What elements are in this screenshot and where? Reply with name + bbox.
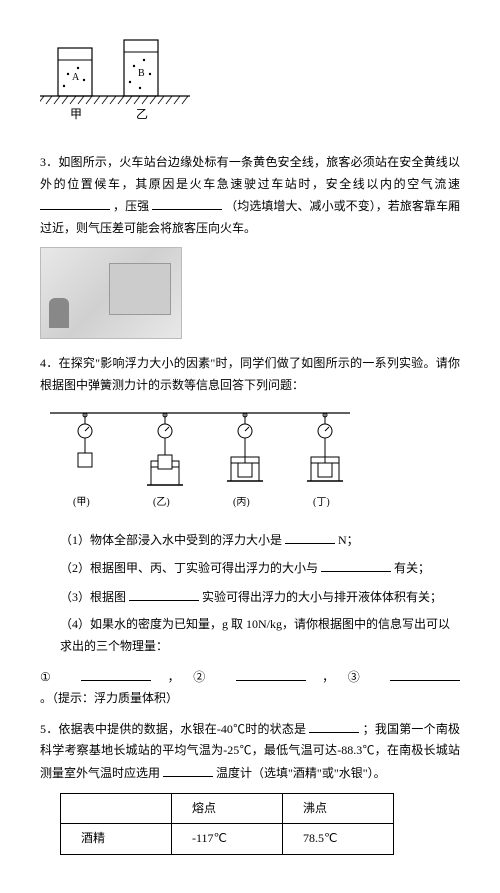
figure-two-containers: A B 甲 乙 (40, 38, 460, 138)
q4-sub2: （2）根据图甲、丙、丁实验可得出浮力的大小与 有关； (40, 557, 460, 580)
q4-s2-a: （2）根据图甲、丙、丁实验可得出浮力的大小与 (60, 561, 318, 575)
svg-text:(丙): (丙) (233, 497, 250, 508)
table-cell: -117℃ (172, 824, 283, 855)
q4-sub3: （3）根据图 实验可得出浮力的大小与排开液体体积有关； (40, 586, 460, 609)
q4-blank-4c[interactable] (390, 666, 460, 681)
q4-s3-b: 实验可得出浮力的大小与排开液体体积有关； (202, 590, 442, 604)
q4-s4-a: （4）如果水的密度为已知量，g 取 10N/kg，请你根据图中的信息写出可以求出… (60, 617, 450, 653)
question-4-intro: 4．在探究"影响浮力大小的因素"时，同学们做了如图所示的一系列实验。请你根据图中… (40, 353, 460, 396)
q4-blank-1[interactable] (285, 529, 335, 544)
base-label-left: 甲 (70, 107, 82, 121)
q4-sub4-items: ① ，② ，③ 。（提示：浮力质量体积） (40, 666, 460, 710)
q5-blank-2[interactable] (163, 762, 213, 777)
svg-text:(甲): (甲) (73, 497, 90, 508)
q4-item1-label: ① (40, 670, 64, 684)
q4-sub4: （4）如果水的密度为已知量，g 取 10N/kg，请你根据图中的信息写出可以求出… (40, 614, 460, 657)
containers-svg: A B 甲 乙 (40, 38, 190, 138)
q3-text-a: 3．如图所示，火车站台边缘处标有一条黄色安全线，旅客必须站在安全黄线以外的位置候… (40, 155, 460, 191)
q5-text-c: 温度计（选填"酒精"或"水银"）。 (216, 766, 386, 780)
q4-sub1: （1）物体全部浸入水中受到的浮力大小是 N； (40, 529, 460, 552)
q4-s3-a: （3）根据图 (60, 590, 126, 604)
q4-tail: 。（提示：浮力质量体积） (40, 691, 178, 705)
question-3: 3．如图所示，火车站台边缘处标有一条黄色安全线，旅客必须站在安全黄线以外的位置候… (40, 152, 460, 239)
q4-s1-b: N； (338, 533, 359, 547)
question-5: 5．依据表中提供的数据，水银在-40℃时的状态是 ；我国第一个南极科学考察基地长… (40, 718, 460, 785)
svg-text:(乙): (乙) (153, 496, 170, 508)
q4-item2-label: ，② (168, 670, 219, 684)
train-photo-placeholder (40, 247, 182, 339)
svg-text:(丁): (丁) (313, 497, 330, 508)
table-row: 酒精 -117℃ 78.5℃ (61, 824, 394, 855)
figure-spring-scales: (甲) (乙) (丙) (丁) (40, 405, 460, 515)
melting-boiling-table: 熔点 沸点 酒精 -117℃ 78.5℃ (60, 793, 394, 855)
label-b: B (138, 68, 145, 79)
table-cell: 78.5℃ (283, 824, 394, 855)
table-row: 熔点 沸点 (61, 793, 394, 824)
q4-s1-a: （1）物体全部浸入水中受到的浮力大小是 (60, 533, 282, 547)
table-cell: 熔点 (172, 793, 283, 824)
q5-text-a: 5．依据表中提供的数据，水银在-40℃时的状态是 (40, 722, 306, 736)
q3-blank-1[interactable] (40, 195, 110, 210)
q4-blank-2[interactable] (321, 557, 391, 572)
q3-text-b: ，压强 (113, 199, 149, 213)
table-cell: 沸点 (283, 793, 394, 824)
q4-blank-3[interactable] (129, 586, 199, 601)
q4-s2-b: 有关； (394, 561, 430, 575)
spring-scale-svg: (甲) (乙) (丙) (丁) (40, 405, 360, 515)
q5-blank-1[interactable] (309, 718, 359, 733)
q3-blank-2[interactable] (152, 195, 222, 210)
label-a: A (72, 72, 80, 83)
table-cell (61, 793, 172, 824)
q4-blank-4b[interactable] (236, 666, 306, 681)
q4-blank-4a[interactable] (81, 666, 151, 681)
base-label-right: 乙 (136, 107, 148, 121)
table-cell: 酒精 (61, 824, 172, 855)
q4-item3-label: ，③ (322, 670, 373, 684)
